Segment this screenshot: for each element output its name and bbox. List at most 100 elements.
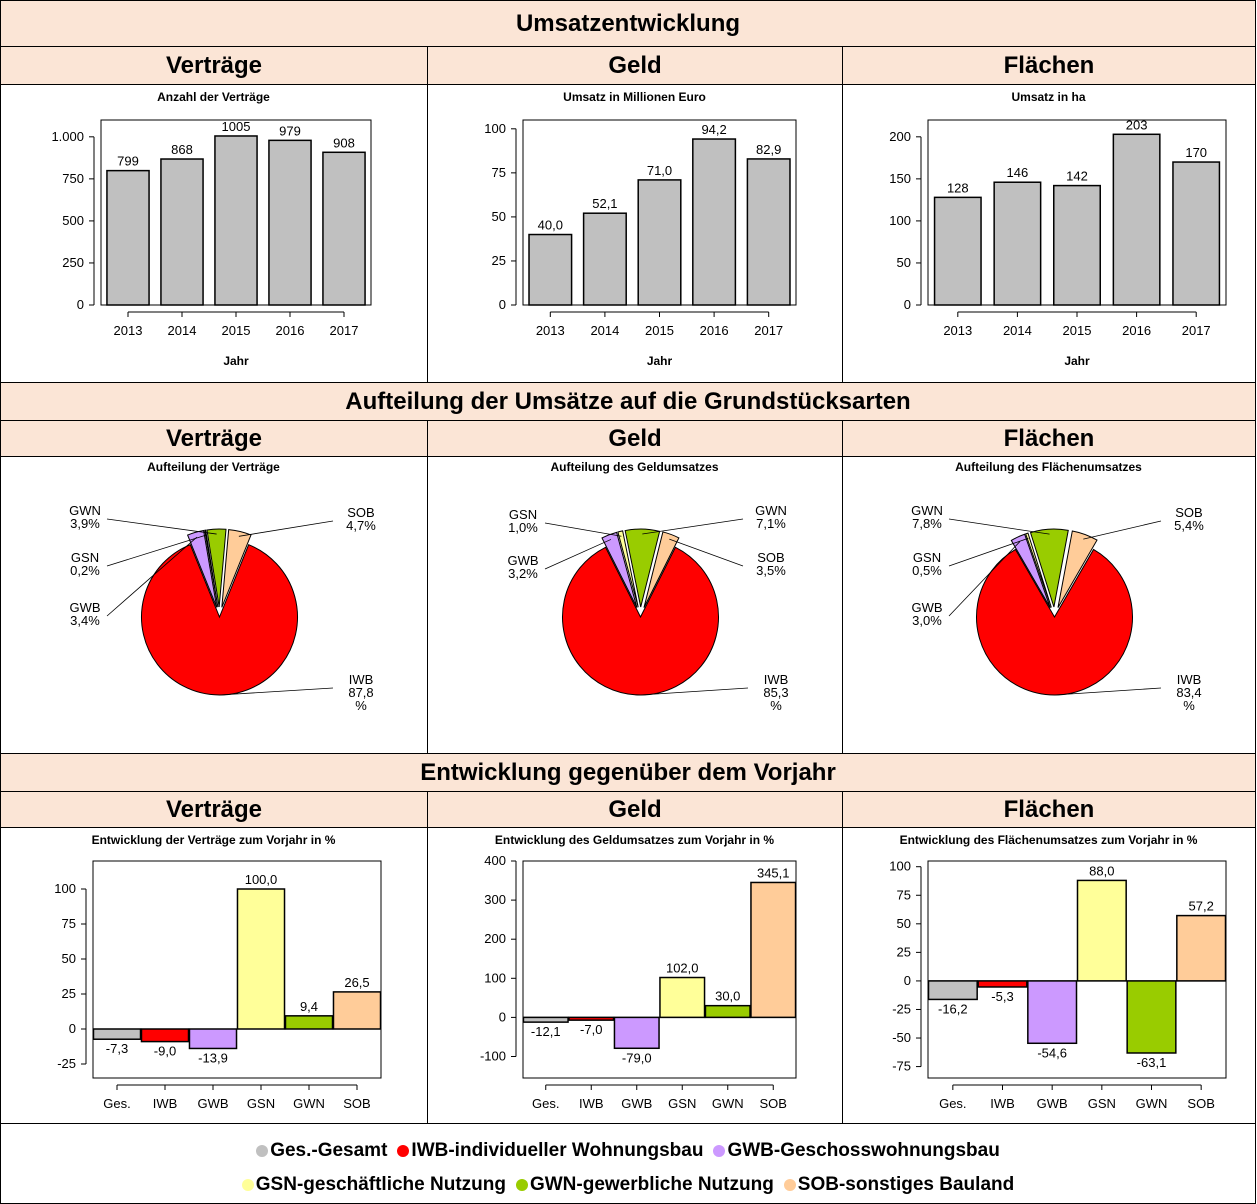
legend-item-SOB: SOB-sonstiges Bauland [783,1174,1015,1196]
y-tick-label: 25 [62,986,76,1001]
bar-GWB [613,1016,660,1050]
y-tick-label: 100 [54,881,76,896]
plot-frame [92,860,382,1079]
bar-GSN [1076,879,1127,982]
pie-label-GWB: 3,4% [70,613,100,628]
pie-label-GWN: GWN [69,503,101,518]
x-tick-label: GWB [621,1096,652,1111]
data-label: 94,2 [701,122,726,137]
legend-label: SOB-sonstiges Bauland [797,1174,1015,1195]
bar-IWB [977,980,1028,988]
subheading-vertraege: Verträge [0,47,427,85]
pie-label-GSN: 0,5% [912,563,942,578]
section-title-umsatzentwicklung: Umsatzentwicklung [0,0,1256,47]
bar-2017 [746,158,791,306]
pie-slice-GWB [186,529,218,608]
pie-label-IWB: IWB [764,672,789,687]
legend-item-GWB: GWB-Geschosswohnungsbau [713,1140,1000,1162]
x-tick-label: GWN [712,1096,744,1111]
y-tick-label: 100 [889,859,911,874]
chart-entwicklung-geld: Entwicklung des Geldumsatzes zum Vorjahr… [480,833,797,1111]
x-axis-label: Jahr [1064,354,1090,368]
pie-leader-IWB [640,687,749,696]
bar-GWB [188,1028,238,1050]
x-tick-label: 2017 [1182,323,1211,338]
chart-cell-9: Entwicklung des Flächenumsatzes zum Vorj… [842,828,1256,1124]
bar-2013 [106,169,150,306]
subheading-flaechen: Flächen [842,421,1256,457]
x-tick-label: IWB [153,1096,178,1111]
pie-label-GWN: 3,9% [70,516,100,531]
bar-GWN [704,1004,751,1019]
pie-leader-GWN [106,518,217,535]
pie-slice-GWB [601,531,638,608]
x-tick-label: 2015 [222,323,251,338]
chart-cell-4: Aufteilung der Verträge IWB 87,8% GWB 3,4% GS… [0,457,427,754]
legend-dot [713,1145,726,1157]
legend-label: Ges.-Gesamt [270,1140,388,1161]
pie-leader-GWB [106,536,198,617]
pie-leader-IWB [1054,687,1162,696]
pie-leader-IWB [219,687,334,696]
x-tick-label: 2016 [1122,323,1151,338]
legend-dot [397,1145,410,1157]
y-tick-label: -25 [57,1056,76,1071]
data-label: 345,1 [757,865,790,880]
x-tick-label: 2014 [590,323,619,338]
subheading-flaechen: Flächen [842,792,1256,828]
y-tick-label: 0 [904,297,911,312]
chart-title: Aufteilung der Verträge [147,460,280,474]
data-label: -7,0 [580,1022,602,1037]
chart-umsatz-ha: Umsatz in ha 0 50 100 150 200 128 2013 146 2014 14… [889,90,1227,368]
pie-leader-GSN [544,522,622,537]
legend-dot [256,1145,269,1157]
pie-label-SOB: SOB [1175,505,1202,520]
bar-GWN [1126,980,1177,1054]
y-tick-label: 0 [69,1021,76,1036]
chart-anzahl-vertraege: Anzahl der Verträge 0 250 500 750 1.000 799 201… [51,90,372,368]
chart-cell-1: Anzahl der Verträge 0 250 500 750 1.000 799 201… [0,85,427,383]
pie-label-IWB: IWB [349,672,374,687]
data-label: -7,3 [106,1041,128,1056]
chart-title: Aufteilung des Geldumsatzes [550,460,718,474]
chart-cell-6: Aufteilung des Flächenumsatzes IWB 83,4% GW… [842,457,1256,754]
bar-2015 [637,179,682,306]
chart-title: Entwicklung der Verträge zum Vorjahr in … [92,833,336,847]
legend-dot [515,1179,528,1191]
x-tick-label: SOB [760,1096,787,1111]
x-axis-label: Jahr [223,354,249,368]
pie-label-GWN: GWN [755,503,787,518]
y-tick-label: 50 [897,255,911,270]
data-label: 979 [279,123,301,138]
legend-row-1: Ges.-Gesamt IWB-individueller Wohnungsbau… [1,1140,1255,1162]
x-tick-label: GWN [1136,1096,1168,1111]
pie-label-GSN: GSN [913,550,941,565]
pie-label-GSN: GSN [71,550,99,565]
x-tick-label: 2017 [754,323,783,338]
y-tick-label: 50 [492,209,506,224]
pie-slice-SOB [643,531,680,608]
data-label: 88,0 [1089,863,1114,878]
data-label: -9,0 [154,1044,176,1059]
bar-Ges. [522,1016,569,1023]
bar-2015 [214,135,258,306]
legend-item-GWN: GWN-gewerbliche Nutzung [515,1174,774,1196]
pie-label-IWB: % [770,698,782,713]
y-tick-label: 200 [484,931,506,946]
data-label: 9,4 [300,999,318,1014]
pie-label-SOB: 5,4% [1174,518,1204,533]
y-tick-label: 150 [889,171,911,186]
data-label: 146 [1007,165,1029,180]
data-label: -16,2 [938,1001,968,1016]
x-tick-label: 2013 [943,323,972,338]
data-label: 908 [333,135,355,150]
pie-label-SOB: 3,5% [756,563,786,578]
chart-cell-2: Umsatz in Millionen Euro 0 25 50 75 100 40,0 20… [427,85,842,383]
chart-title: Entwicklung des Flächenumsatzes zum Vorj… [900,833,1198,847]
x-tick-label: 2013 [536,323,565,338]
y-tick-label: 250 [62,255,84,270]
y-tick-label: 200 [889,129,911,144]
chart-umsatz-geld: Umsatz in Millionen Euro 0 25 50 75 100 40,0 20… [484,90,797,368]
pie-label-IWB: % [1183,698,1195,713]
